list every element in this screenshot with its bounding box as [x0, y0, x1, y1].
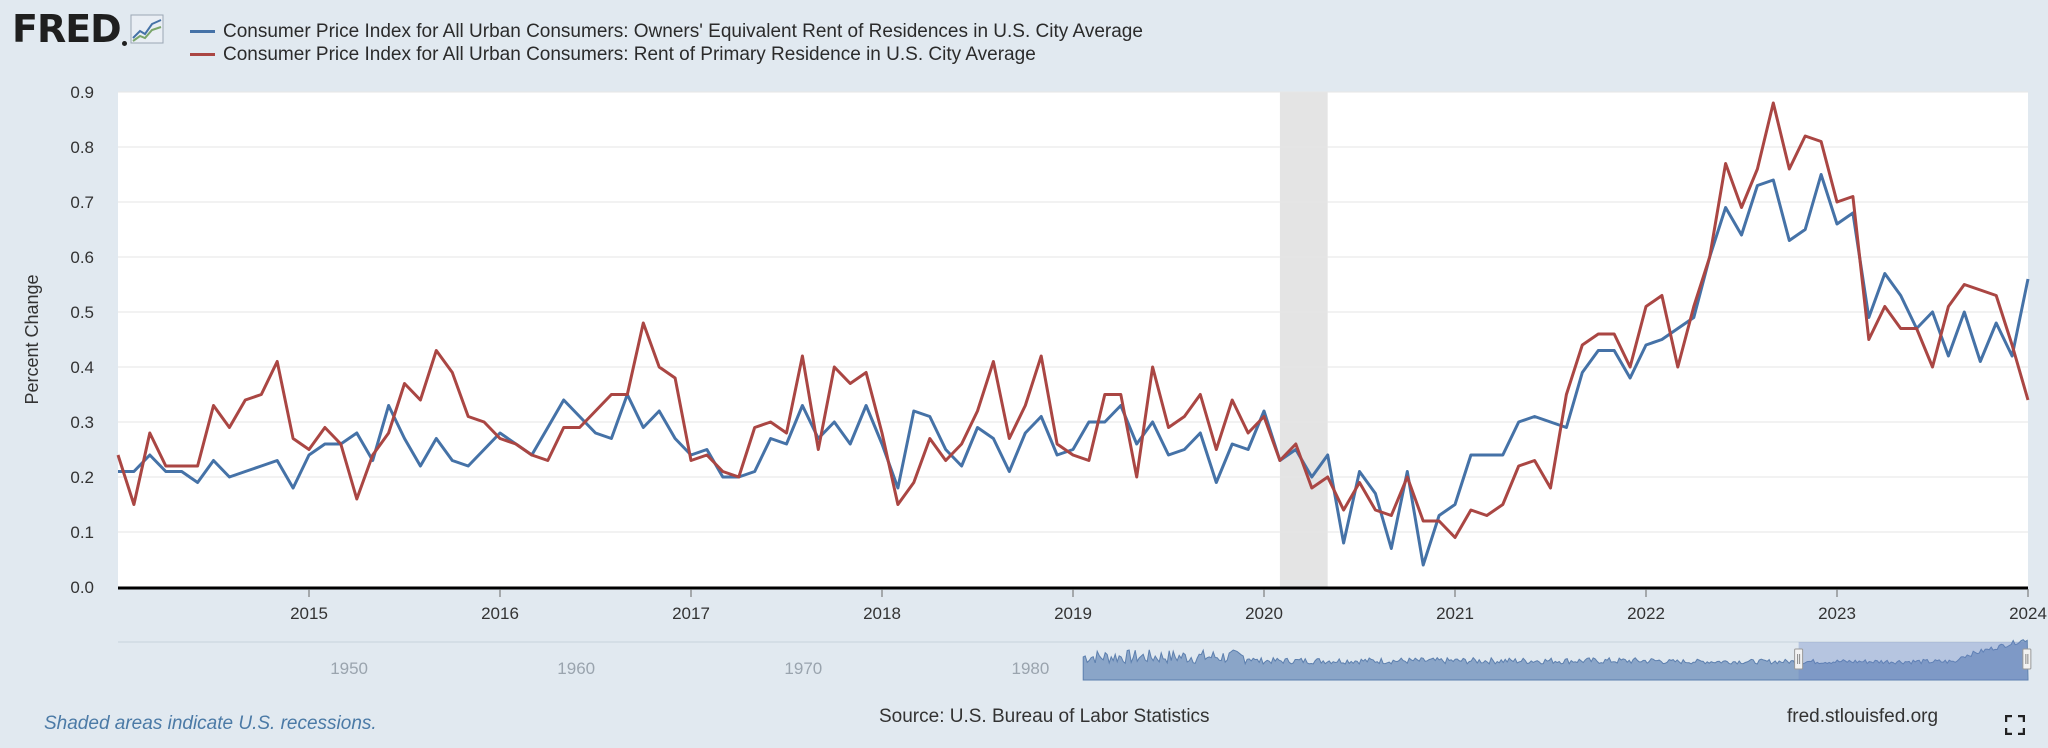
site-url[interactable]: fred.stlouisfed.org [1787, 706, 1939, 727]
y-tick-label: 0.0 [70, 578, 94, 597]
navigator-handle-right[interactable] [2022, 648, 2032, 670]
source-text: Source: U.S. Bureau of Labor Statistics [879, 706, 1210, 727]
navigator-year-label: 1960 [557, 659, 595, 678]
x-tick-label: 2020 [1245, 604, 1283, 623]
x-tick-label: 2019 [1054, 604, 1092, 623]
y-tick-label: 0.1 [70, 523, 94, 542]
fullscreen-icon[interactable] [2005, 715, 2025, 735]
graph-icon [130, 14, 164, 44]
x-tick-label: 2023 [1818, 604, 1856, 623]
plot-background [118, 92, 2028, 587]
x-tick-label: 2017 [672, 604, 710, 623]
navigator-selection [1798, 642, 2027, 680]
recession-shading [1279, 92, 1328, 587]
series-rent-primary-residence [116, 101, 2030, 539]
x-tick-label: 2016 [481, 604, 519, 623]
x-tick-label: 2022 [1627, 604, 1665, 623]
legend-item-rent-primary-residence[interactable]: Consumer Price Index for All Urban Consu… [190, 43, 1143, 66]
y-tick-label: 0.7 [70, 193, 94, 212]
y-tick-label: 0.6 [70, 248, 94, 267]
y-tick-label: 0.8 [70, 138, 94, 157]
legend-label: Consumer Price Index for All Urban Consu… [223, 44, 1036, 65]
x-tick-label: 2018 [863, 604, 901, 623]
y-tick-label: 0.3 [70, 413, 94, 432]
handle-grip [2022, 648, 2032, 670]
x-tick-label: 2015 [290, 604, 328, 623]
logo-dot [121, 40, 127, 46]
y-tick-label: 0.4 [70, 358, 94, 377]
y-tick-label: 0.9 [70, 83, 94, 102]
legend-item-owners-equivalent-rent[interactable]: Consumer Price Index for All Urban Consu… [190, 20, 1143, 43]
y-axis-label: Percent Change [22, 274, 42, 404]
legend-swatch-blue [190, 30, 215, 33]
recession-band [1279, 92, 1328, 587]
handle-grip [1794, 648, 1804, 670]
axes: 0.0 0.1 0.2 0.3 0.4 0.5 0.6 0.7 0.8 0.9 Percent Ch… [22, 83, 2047, 623]
navigator[interactable]: 19501960197019801990200020102020 [118, 639, 2032, 681]
fred-logo[interactable]: FRED [12, 10, 164, 48]
chart-legend: Consumer Price Index for All Urban Consu… [190, 20, 1143, 66]
navigator-handle-left[interactable] [1794, 648, 1804, 670]
series-lines [116, 101, 2030, 567]
fred-logo-text: FRED [12, 7, 122, 51]
plot-area [118, 92, 2028, 587]
navigator-series [1082, 639, 2029, 681]
x-tick-label: 2021 [1436, 604, 1474, 623]
x-tick-label: 2024 [2009, 604, 2047, 623]
recession-note: Shaded areas indicate U.S. recessions. [44, 713, 377, 734]
y-tick-label: 0.2 [70, 468, 94, 487]
navigator-year-label: 1970 [784, 659, 822, 678]
legend-label: Consumer Price Index for All Urban Consu… [223, 21, 1143, 42]
navigator-year-label: 1980 [1012, 659, 1050, 678]
navigator-year-label: 1950 [330, 659, 368, 678]
y-tick-label: 0.5 [70, 303, 94, 322]
legend-swatch-red [190, 53, 215, 56]
